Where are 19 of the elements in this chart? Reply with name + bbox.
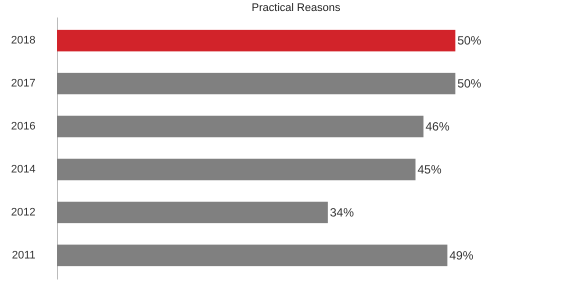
y-tick-label: 2016 <box>11 120 36 133</box>
data-label: 50% <box>457 76 482 91</box>
bar <box>57 30 456 52</box>
bar <box>57 158 416 180</box>
chart-title: Practical Reasons <box>252 2 341 14</box>
bar <box>57 72 456 94</box>
data-label: 50% <box>457 34 482 48</box>
data-label: 49% <box>449 248 474 262</box>
y-tick-label: 2018 <box>11 34 36 47</box>
bar <box>57 202 328 224</box>
y-tick-label: 2012 <box>11 206 36 218</box>
data-label: 45% <box>418 162 442 176</box>
y-tick-label: 2017 <box>11 78 36 90</box>
y-tick-label: 2014 <box>11 163 36 176</box>
bar <box>57 244 448 266</box>
bar <box>57 116 424 138</box>
data-label: 46% <box>425 120 450 134</box>
data-label: 34% <box>330 205 354 220</box>
y-tick-label: 2011 <box>12 249 36 262</box>
